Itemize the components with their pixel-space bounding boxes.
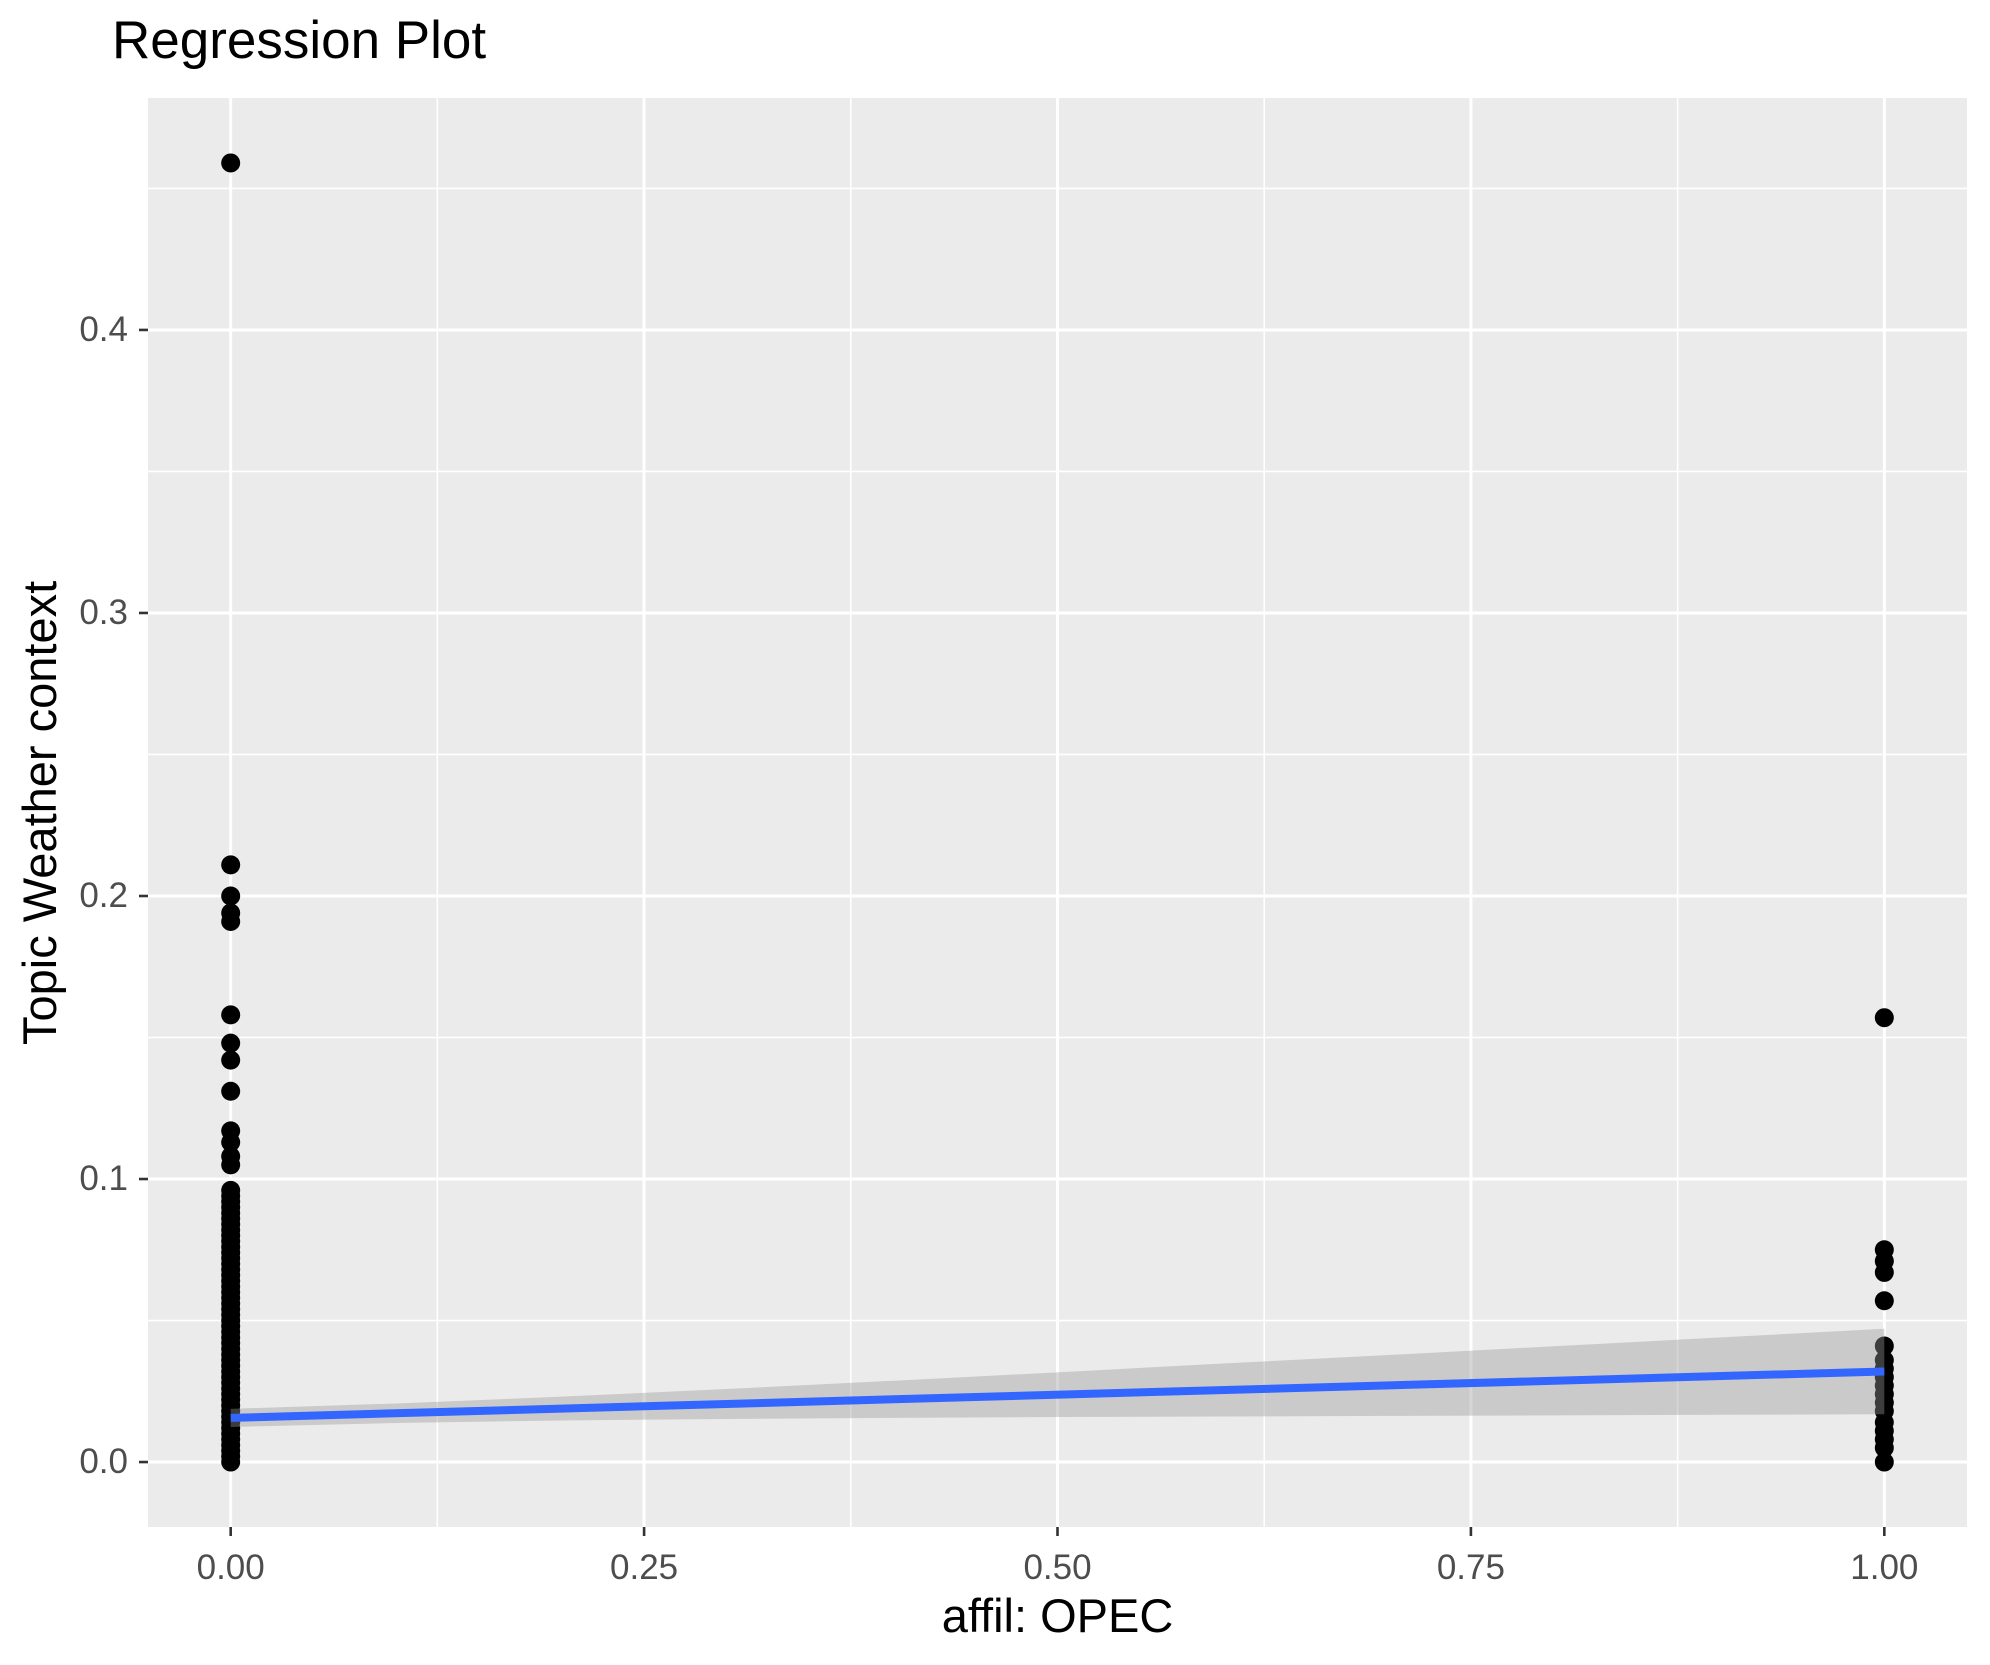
data-point bbox=[221, 911, 241, 931]
y-tick-label: 0.3 bbox=[79, 592, 128, 632]
x-tick-label: 0.75 bbox=[1436, 1548, 1505, 1587]
x-tick-label: 0.00 bbox=[196, 1548, 265, 1587]
x-axis-title: affil: OPEC bbox=[941, 1589, 1174, 1642]
x-tick-label: 1.00 bbox=[1850, 1548, 1919, 1587]
data-point bbox=[221, 886, 241, 906]
y-tick-label: 0.4 bbox=[79, 309, 128, 349]
data-point bbox=[1874, 1291, 1894, 1311]
chart-title: Regression Plot bbox=[112, 11, 487, 70]
data-point bbox=[221, 1081, 241, 1101]
data-point bbox=[221, 855, 241, 875]
data-point bbox=[221, 1155, 241, 1175]
y-tick-label: 0.2 bbox=[79, 875, 128, 915]
data-point bbox=[1874, 1336, 1894, 1356]
data-point bbox=[221, 1452, 241, 1472]
y-tick-label: 0.1 bbox=[79, 1159, 128, 1199]
data-point bbox=[1874, 1452, 1894, 1472]
data-point bbox=[1874, 1438, 1894, 1458]
x-tick-label: 0.50 bbox=[1023, 1548, 1092, 1587]
data-point bbox=[1874, 1262, 1894, 1282]
data-point bbox=[221, 1005, 241, 1025]
data-point bbox=[221, 1033, 241, 1053]
data-point bbox=[221, 1132, 241, 1152]
y-tick-label: 0.0 bbox=[79, 1442, 128, 1482]
regression-line bbox=[230, 1367, 1885, 1422]
data-point bbox=[221, 153, 241, 173]
x-tick-label: 0.25 bbox=[610, 1548, 679, 1587]
data-point bbox=[1874, 1008, 1894, 1028]
data-point bbox=[221, 1050, 241, 1070]
